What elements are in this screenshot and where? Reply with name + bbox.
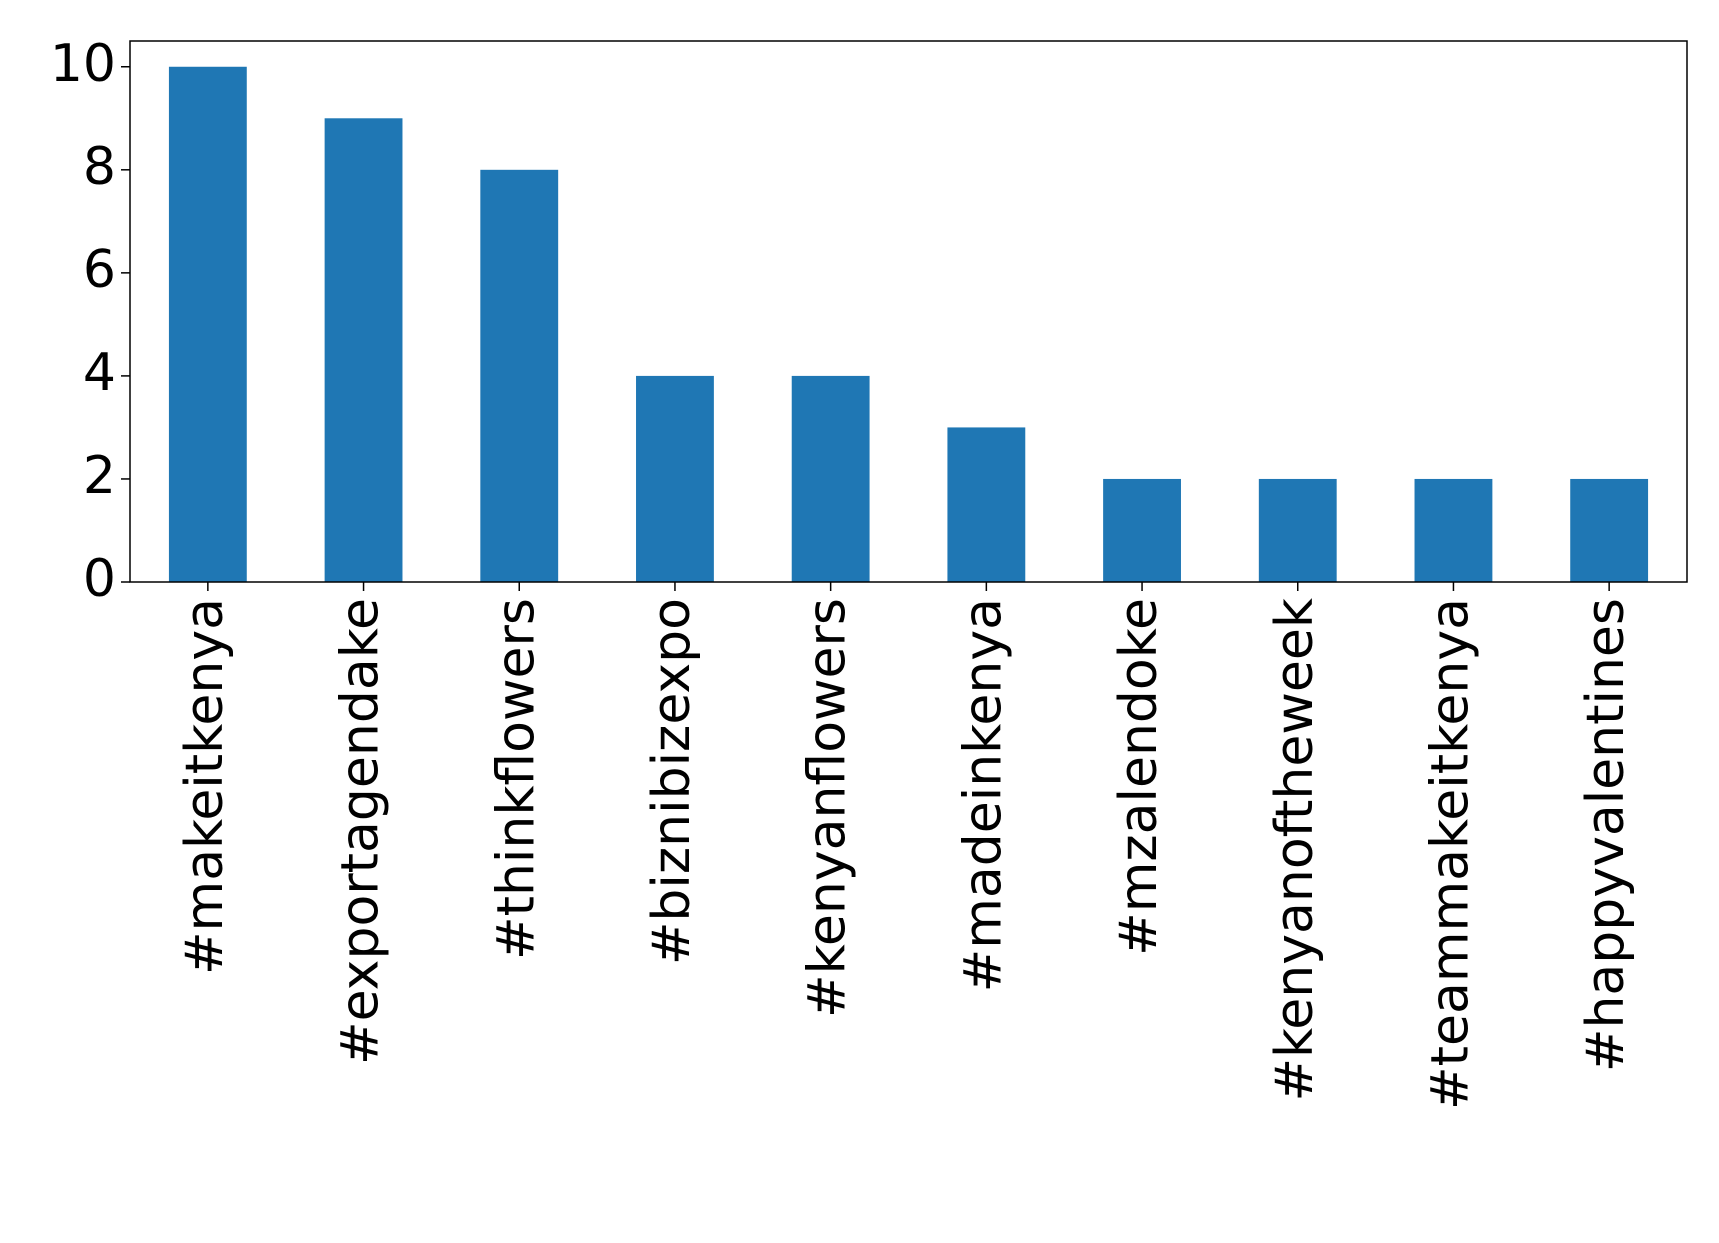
- x-tick-label: #mzalendoke: [1109, 598, 1169, 956]
- bar: [1414, 478, 1493, 582]
- x-tick-label: #kenyanoftheweek: [1265, 598, 1325, 1102]
- x-tick-label: #biznibizexpo: [642, 598, 702, 965]
- y-tick-label: 10: [50, 34, 116, 94]
- bar: [791, 375, 870, 582]
- y-tick-label: 2: [83, 446, 116, 506]
- x-tick-label: #happyvalentines: [1576, 598, 1636, 1072]
- bar: [1103, 478, 1181, 582]
- x-tick-label: #makeitkenya: [175, 598, 235, 975]
- y-tick-label: 0: [83, 549, 116, 609]
- bar: [1570, 478, 1649, 582]
- x-tick-label: #madeinkenya: [953, 598, 1013, 992]
- x-tick-label: #thinkflowers: [486, 598, 546, 960]
- x-tick-label: #kenyanflowers: [798, 598, 858, 1018]
- x-tick-label: #exportagendake: [331, 598, 391, 1065]
- bar: [947, 427, 1026, 582]
- y-tick-label: 6: [83, 240, 116, 300]
- plot-frame: [129, 40, 1688, 583]
- bar: [324, 118, 403, 583]
- bar: [1258, 478, 1337, 582]
- bar: [168, 66, 247, 582]
- bar: [480, 169, 559, 583]
- y-tick-label: 4: [83, 343, 116, 403]
- x-tick-label: #teammakeitkenya: [1420, 598, 1480, 1110]
- bar: [636, 375, 714, 582]
- y-tick-label: 8: [83, 137, 116, 197]
